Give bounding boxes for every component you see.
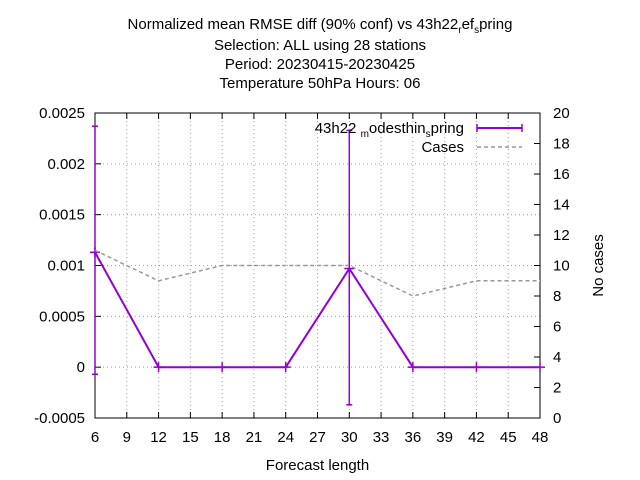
axis-ticks: 6 9 12 15 18 21 24 27 30 33 36 39 42 45 48-0.000500.00… [34, 105, 570, 446]
series [90, 125, 545, 406]
x-tick-label: 24 [277, 429, 294, 446]
y2-tick-label: 14 [553, 197, 570, 214]
x-tick-label: 6 [91, 429, 99, 446]
y-tick-label: 0.001 [47, 258, 85, 275]
y2-tick-label: 10 [553, 258, 570, 275]
x-tick-label: 36 [405, 429, 422, 446]
x-tick-label: 45 [500, 429, 517, 446]
x-axis-label: Forecast length [266, 457, 369, 474]
y2-tick-label: 0 [553, 410, 561, 427]
y-tick-label: 0 [77, 359, 85, 376]
y2-tick-label: 8 [553, 288, 561, 305]
y2-tick-label: 20 [553, 105, 570, 122]
legend-label-cases: Cases [421, 139, 464, 156]
title-mid: ef [461, 16, 475, 33]
x-tick-label: 39 [436, 429, 453, 446]
y2-tick-label: 12 [553, 227, 570, 244]
legend-label-main: 43h22 modesthinspring [315, 120, 464, 140]
y-tick-label: -0.0005 [34, 410, 85, 427]
y-tick-label: 0.0025 [39, 105, 85, 122]
series-cases-line [94, 249, 540, 297]
x-tick-label: 30 [341, 429, 358, 446]
x-tick-label: 27 [309, 429, 326, 446]
title-post: pring [479, 16, 513, 33]
x-tick-label: 33 [373, 429, 390, 446]
title-sub-2: s [474, 25, 480, 36]
y2-tick-label: 2 [553, 380, 561, 397]
right-y-axis-label: No cases [590, 234, 607, 297]
y2-tick-label: 16 [553, 166, 570, 183]
y2-tick-label: 18 [553, 136, 570, 153]
series-main-line [94, 251, 540, 369]
y2-tick-label: 6 [553, 319, 561, 336]
title-line-1: Normalized mean RMSE diff (90% conf) vs … [0, 16, 640, 36]
x-tick-label: 21 [246, 429, 263, 446]
x-tick-label: 15 [182, 429, 199, 446]
title-line-2: Selection: ALL using 28 stations [213, 37, 427, 54]
title-line-4: Temperature 50hPa Hours: 06 [219, 75, 421, 92]
y2-tick-label: 4 [553, 349, 561, 366]
x-tick-label: 12 [150, 429, 167, 446]
y-tick-label: 0.002 [47, 156, 85, 173]
x-tick-label: 9 [123, 429, 131, 446]
title-line-3: Period: 20230415-20230425 [224, 56, 416, 73]
x-tick-label: 18 [214, 429, 231, 446]
y-tick-label: 0.0015 [39, 207, 85, 224]
title-line-1-text: Normalized mean RMSE diff (90% conf) vs … [127, 16, 459, 33]
y-tick-label: 0.0005 [39, 308, 85, 325]
x-tick-label: 48 [532, 429, 549, 446]
x-tick-label: 42 [468, 429, 485, 446]
title-sub-1: r [458, 25, 462, 36]
